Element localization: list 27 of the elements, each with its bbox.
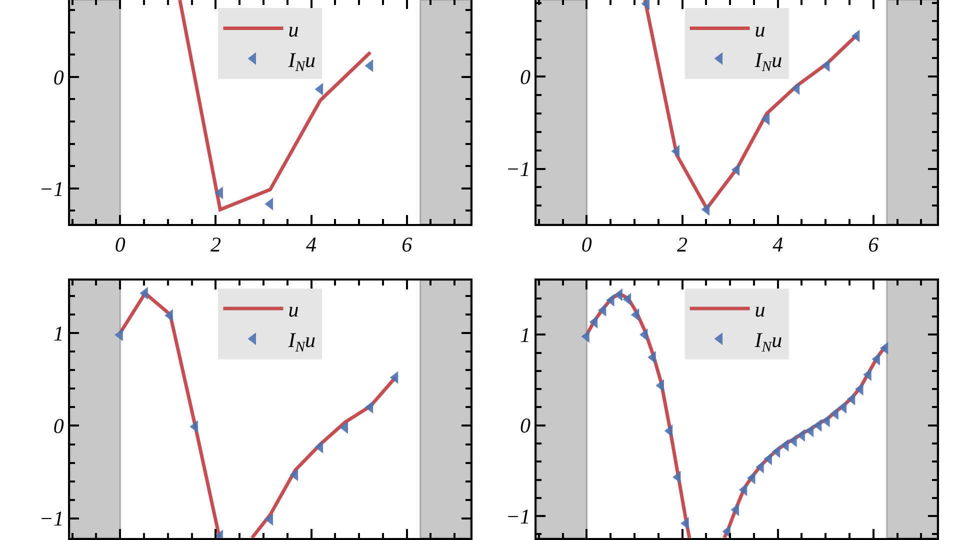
y-tick-label: 0 (520, 414, 531, 438)
y-tick-label: −1 (506, 157, 530, 182)
y-tick-label: 1 (520, 323, 530, 348)
x-tick-label: 4 (772, 232, 784, 256)
legend-label: I$_{N}$u (287, 328, 316, 356)
legend-label: I$_{N}$u (754, 328, 782, 356)
y-tick-label: −1 (39, 506, 64, 531)
y-tick-label: −1 (506, 504, 530, 528)
legend-label: u (754, 298, 766, 322)
y-tick-label: 1 (53, 321, 64, 346)
line-series (178, 0, 372, 212)
x-tick-label: 6 (402, 232, 413, 256)
legend-label: u (288, 17, 299, 42)
legend-label: I$_{N}$u (287, 48, 316, 76)
x-tick-label: 6 (868, 232, 880, 256)
y-tick-label: 0 (53, 65, 64, 90)
x-tick-label: 2 (677, 232, 688, 256)
y-tick-label: −1 (39, 176, 64, 201)
x-tick-label: 2 (210, 232, 222, 256)
legend-label: u (754, 17, 766, 42)
x-tick-label: 0 (114, 232, 126, 256)
legend-label: u (288, 298, 299, 322)
x-tick-label: 4 (306, 232, 318, 256)
legend-label: I$_{N}$u (754, 48, 782, 76)
y-tick-label: 0 (520, 64, 531, 89)
x-tick-label: 0 (581, 232, 592, 256)
y-tick-label: 0 (53, 414, 64, 438)
